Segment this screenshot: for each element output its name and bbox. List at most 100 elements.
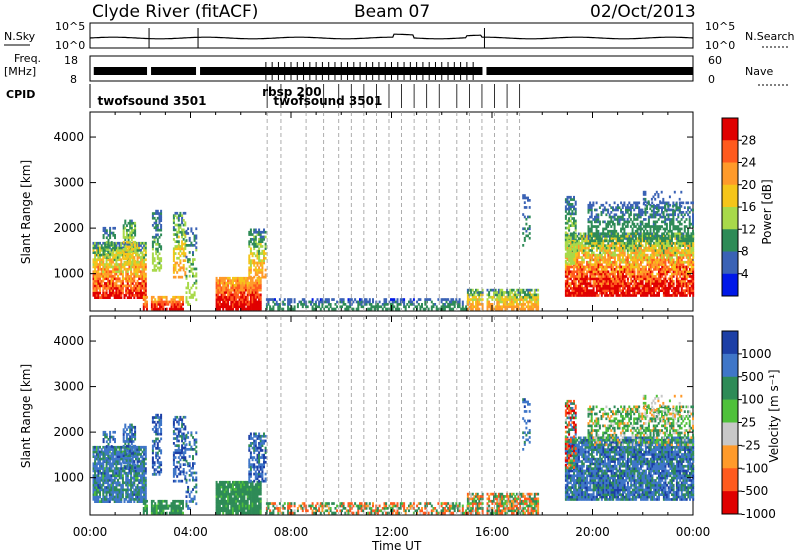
power-cell	[256, 295, 259, 299]
power-cell	[107, 272, 110, 276]
power-cell	[641, 232, 644, 236]
power-cell	[175, 303, 178, 306]
power-cell	[97, 275, 100, 278]
power-cell	[251, 276, 254, 280]
power-cell	[108, 265, 111, 269]
power-cell	[123, 296, 126, 299]
power-cell	[235, 293, 238, 297]
power-cell	[133, 267, 136, 271]
power-cell	[235, 279, 238, 282]
power-cell	[115, 282, 118, 285]
power-cell	[610, 268, 613, 271]
power-cell	[288, 307, 291, 311]
power-cell	[636, 203, 639, 207]
power-cell	[602, 289, 605, 292]
power-cell	[105, 286, 108, 290]
power-cell	[146, 305, 148, 309]
power-cell	[586, 272, 589, 276]
power-cell	[635, 253, 638, 257]
power-cell	[525, 217, 528, 221]
power-cell	[475, 305, 477, 309]
power-cell	[680, 201, 683, 205]
power-cell	[680, 249, 683, 252]
power-cell	[251, 233, 254, 236]
power-cell	[617, 294, 620, 297]
power-cell	[232, 276, 234, 280]
power-cell	[577, 237, 580, 240]
power-cell	[564, 272, 567, 276]
power-cell	[685, 244, 688, 247]
power-cell	[134, 240, 137, 244]
power-cell	[528, 215, 531, 219]
power-cell	[240, 291, 243, 294]
power-cell	[620, 215, 623, 219]
power-cell	[664, 229, 667, 233]
power-cell	[564, 275, 567, 278]
power-cell	[535, 307, 538, 311]
power-cell	[522, 298, 525, 301]
power-cell	[110, 253, 113, 257]
power-cell	[669, 275, 672, 278]
power-cell	[190, 267, 193, 271]
power-cell	[674, 272, 677, 276]
power-cell	[599, 249, 602, 252]
power-cell	[251, 305, 254, 309]
power-cell	[143, 244, 146, 247]
power-cell	[151, 252, 154, 256]
power-cell	[664, 201, 667, 205]
power-cell	[251, 286, 254, 290]
power-cell	[682, 263, 685, 266]
power-cell	[139, 296, 142, 299]
power-cell	[677, 225, 680, 228]
power-cell	[129, 240, 132, 244]
power-cell	[372, 300, 374, 304]
power-cell	[241, 291, 244, 294]
power-cell	[630, 294, 633, 297]
power-cell	[118, 270, 121, 273]
power-cell	[134, 231, 137, 235]
power-cell	[569, 277, 572, 281]
power-cell	[613, 208, 616, 212]
power-cell	[589, 272, 592, 276]
power-cell	[535, 303, 538, 306]
power-cell	[589, 237, 592, 240]
power-cell	[259, 261, 262, 265]
power-cell	[136, 246, 139, 250]
power-cell	[617, 256, 620, 259]
power-cell	[587, 270, 590, 274]
power-cell	[587, 206, 590, 209]
power-cell	[683, 220, 686, 224]
power-cell	[661, 256, 664, 259]
power-cell	[569, 265, 572, 269]
power-cell	[651, 215, 654, 219]
power-cell	[661, 268, 664, 271]
power-cell	[115, 294, 118, 297]
power-cell	[589, 234, 592, 238]
power-cell	[628, 213, 631, 217]
power-cell	[666, 294, 669, 297]
power-cell	[240, 284, 243, 287]
power-cell	[680, 227, 683, 231]
power-cell	[311, 307, 314, 311]
power-cell	[249, 300, 252, 304]
power-cell	[124, 257, 127, 261]
power-cell	[128, 277, 131, 281]
power-cell	[600, 294, 603, 297]
power-cell	[160, 245, 163, 248]
power-cell	[258, 247, 261, 251]
power-cell	[657, 213, 660, 217]
power-cell	[604, 253, 607, 257]
power-cell	[523, 236, 526, 240]
power-cell	[618, 263, 621, 266]
power-cell	[641, 253, 644, 257]
power-cell	[527, 307, 530, 311]
power-cell	[352, 300, 355, 304]
power-cell	[155, 228, 158, 232]
power-cell	[643, 289, 646, 292]
power-cell	[591, 244, 593, 247]
power-cell	[648, 279, 651, 283]
power-cell	[674, 227, 676, 231]
power-cell	[672, 268, 675, 271]
power-cell	[680, 244, 683, 247]
power-cell	[195, 272, 198, 276]
